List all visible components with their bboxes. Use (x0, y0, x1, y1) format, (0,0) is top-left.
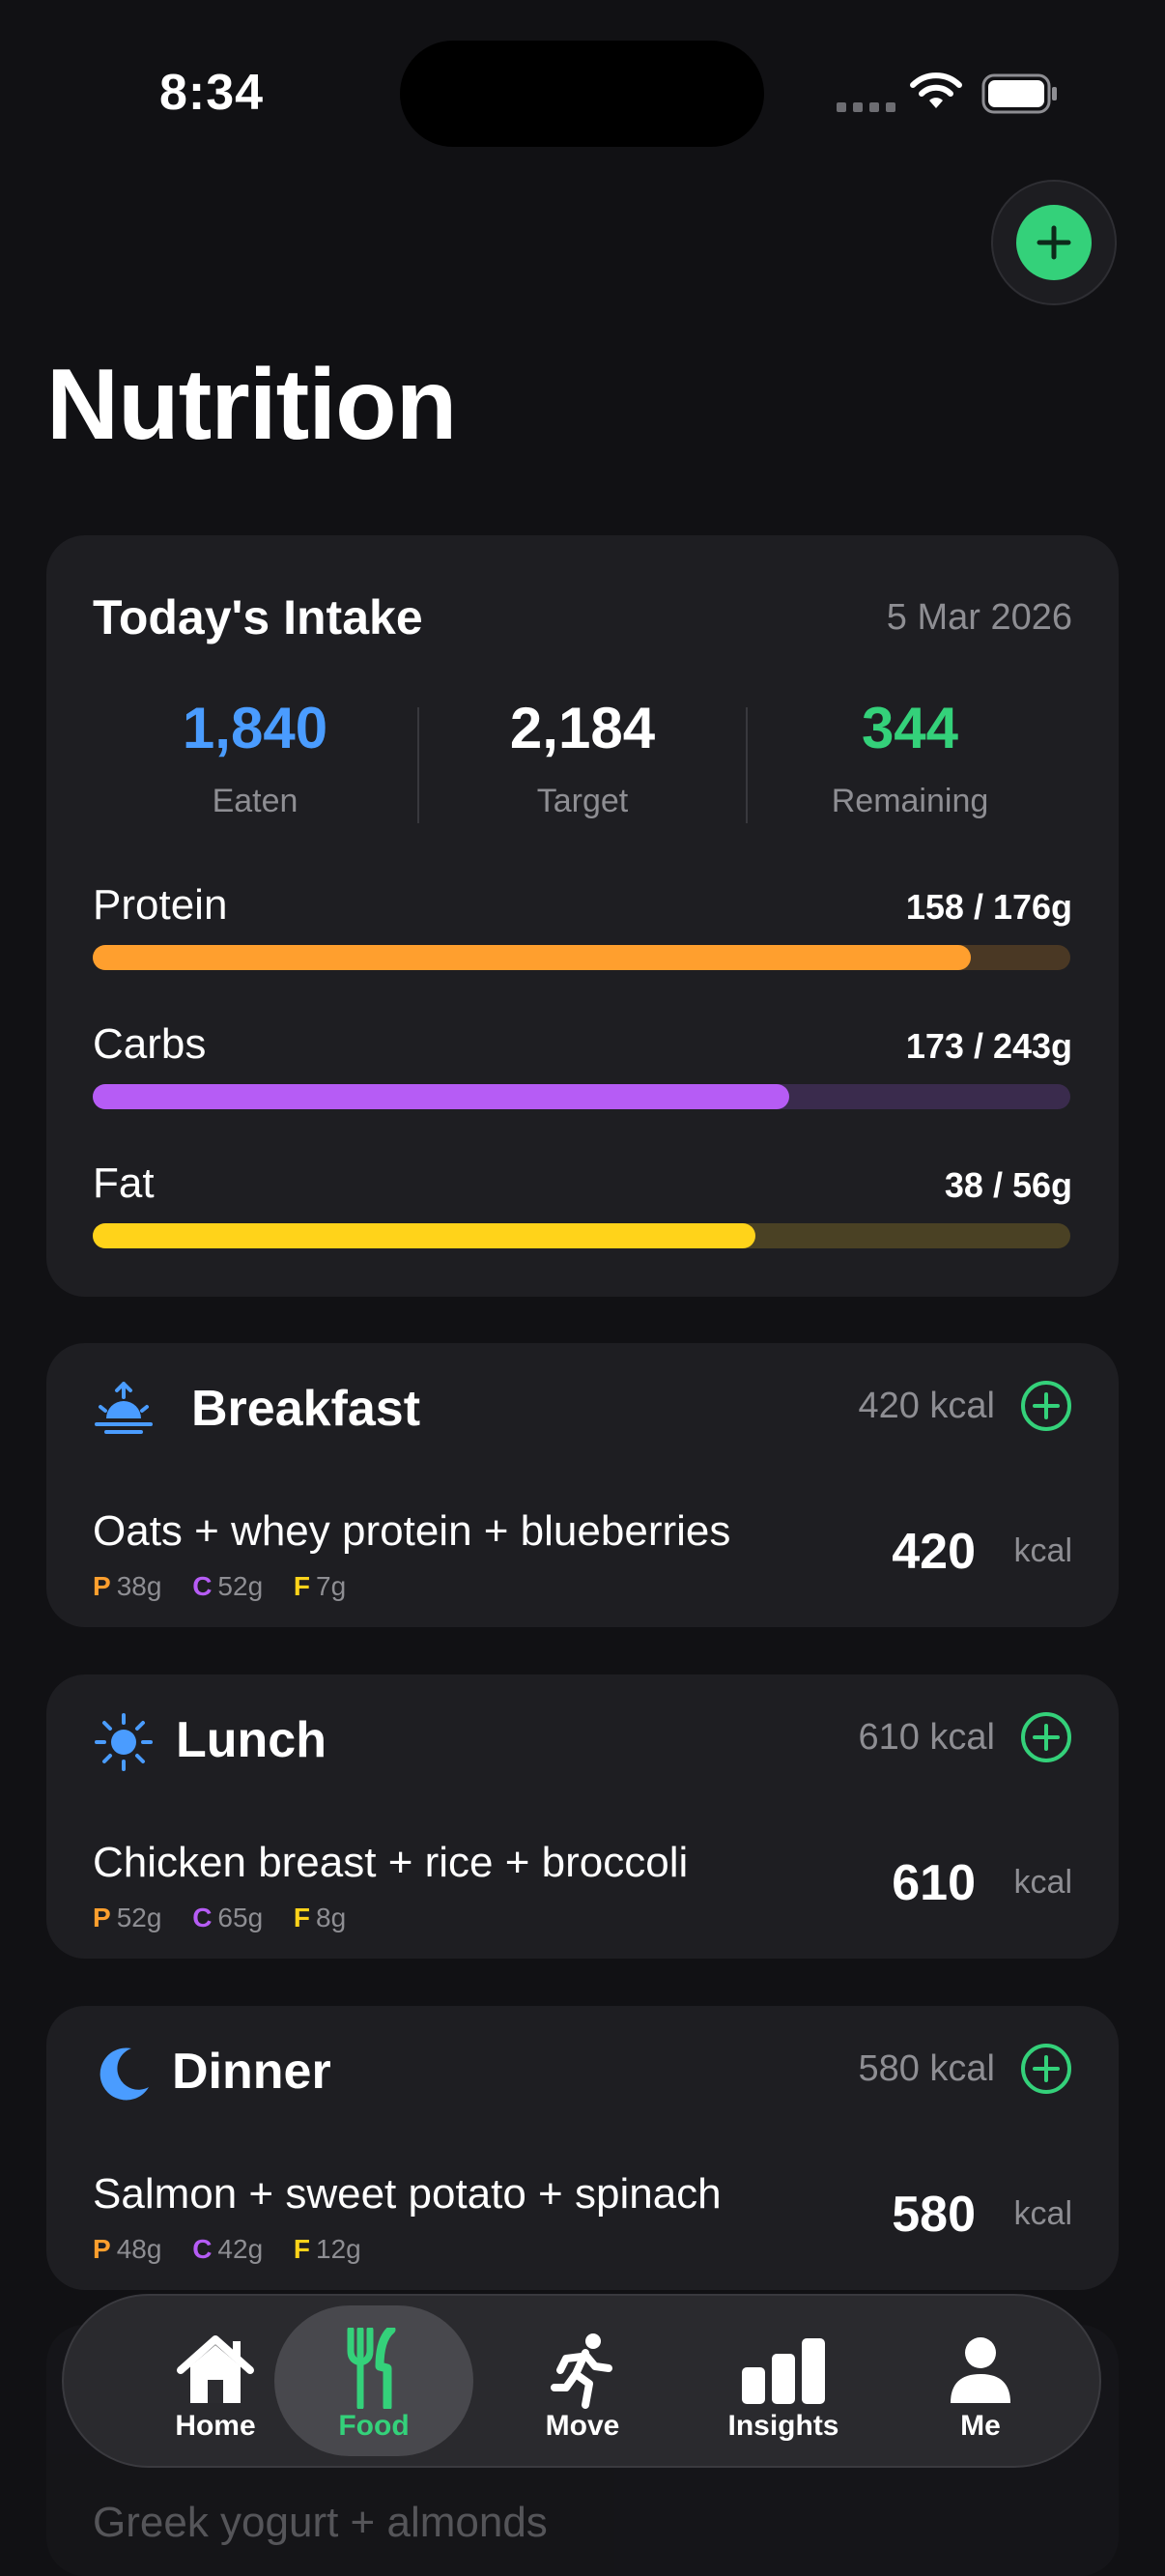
meal-macros: P 52g C 65g F 8g (93, 1903, 347, 1932)
person-icon (951, 2337, 1010, 2403)
meal-total-kcal: 610 (892, 1855, 976, 1911)
meal-total-kcal: 420 (892, 1524, 976, 1580)
protein-value: 158 / 176g (905, 887, 1072, 927)
moon-icon (99, 2047, 149, 2101)
meal-macros: P 48g C 42g F 12g (93, 2234, 361, 2264)
remaining-label: Remaining (831, 783, 989, 819)
wifi-icon (910, 72, 962, 108)
tab-label: Home (175, 2410, 256, 2442)
meal-title: Lunch (176, 1712, 327, 1768)
tab-label: Me (960, 2410, 1001, 2442)
meal-card-dinner[interactable]: Dinner 580 kcal Salmon + sweet potato + … (46, 2006, 1119, 2290)
tab-home[interactable]: Home (116, 2296, 315, 2466)
meal-total-kcal: 580 (892, 2187, 976, 2243)
battery-icon (981, 73, 1057, 114)
target-stat: 2,184 Target (418, 700, 747, 820)
eaten-label: Eaten (212, 783, 298, 819)
meal-kcal: 610 kcal (858, 1717, 995, 1758)
meal-food-name: Oats + whey protein + blueberries (93, 1507, 731, 1555)
tab-label: Move (545, 2410, 620, 2442)
cellular-signal-icon (837, 102, 895, 112)
tab-move[interactable]: Move (483, 2296, 682, 2466)
carbs-value: 173 / 243g (905, 1026, 1072, 1066)
runner-icon (551, 2333, 612, 2409)
target-label: Target (536, 783, 629, 819)
remaining-stat: 344 Remaining (746, 700, 1074, 820)
add-food-icon[interactable] (1020, 1380, 1072, 1432)
add-food-icon[interactable] (1020, 1711, 1072, 1763)
meal-food-name: Greek yogurt + almonds (93, 2499, 548, 2546)
todays-intake-card: Today's Intake 5 Mar 2026 1,840 Eaten 2,… (46, 535, 1119, 1297)
bar-chart-icon (742, 2338, 825, 2404)
meal-kcal-unit: kcal (1013, 2195, 1072, 2232)
meal-food-name: Salmon + sweet potato + spinach (93, 2170, 722, 2218)
sun-icon (95, 1713, 153, 1771)
eaten-stat: 1,840 Eaten (91, 700, 419, 820)
add-entry-button[interactable] (991, 180, 1117, 305)
fat-progress-bar (93, 1223, 1070, 1248)
dynamic-island (400, 41, 764, 147)
tab-food[interactable]: Food (274, 2305, 473, 2456)
tab-insights[interactable]: Insights (684, 2296, 883, 2466)
page-title: Nutrition (46, 349, 457, 461)
meal-kcal: 580 kcal (858, 2048, 995, 2089)
target-value: 2,184 (509, 696, 656, 760)
add-food-icon[interactable] (1020, 2043, 1072, 2095)
carbs-label: Carbs (93, 1020, 207, 1068)
fork-knife-icon (347, 2328, 396, 2409)
meal-card-breakfast[interactable]: Breakfast 420 kcal Oats + whey protein +… (46, 1343, 1119, 1627)
meal-kcal-unit: kcal (1013, 1864, 1072, 1901)
carbs-progress-bar (93, 1084, 1070, 1109)
plus-icon (1037, 225, 1071, 260)
intake-title: Today's Intake (93, 590, 423, 644)
meal-macros: P 38g C 52g F 7g (93, 1571, 347, 1601)
home-icon (177, 2335, 254, 2403)
meal-kcal-unit: kcal (1013, 1532, 1072, 1569)
tab-label: Food (338, 2410, 410, 2442)
remaining-value: 344 (861, 696, 959, 760)
meal-kcal: 420 kcal (858, 1386, 995, 1426)
stat-divider (417, 707, 419, 823)
protein-label: Protein (93, 881, 228, 929)
intake-date: 5 Mar 2026 (886, 597, 1072, 638)
fat-label: Fat (93, 1159, 155, 1207)
protein-progress-bar (93, 945, 1070, 970)
status-bar: 8:34 (0, 0, 1165, 174)
meal-food-name: Chicken breast + rice + broccoli (93, 1839, 689, 1886)
fat-value: 38 / 56g (944, 1165, 1072, 1205)
meal-card-lunch[interactable]: Lunch 610 kcal Chicken breast + rice + b… (46, 1674, 1119, 1959)
meal-title: Breakfast (191, 1381, 421, 1437)
status-time: 8:34 (159, 65, 265, 121)
meal-title: Dinner (172, 2044, 331, 2100)
stat-divider (746, 707, 748, 823)
tab-label: Insights (727, 2410, 839, 2442)
tab-bar: Home Food Move Insights (62, 2294, 1101, 2468)
tab-me[interactable]: Me (881, 2296, 1080, 2466)
sunrise-icon (95, 1382, 153, 1434)
eaten-value: 1,840 (182, 696, 328, 760)
